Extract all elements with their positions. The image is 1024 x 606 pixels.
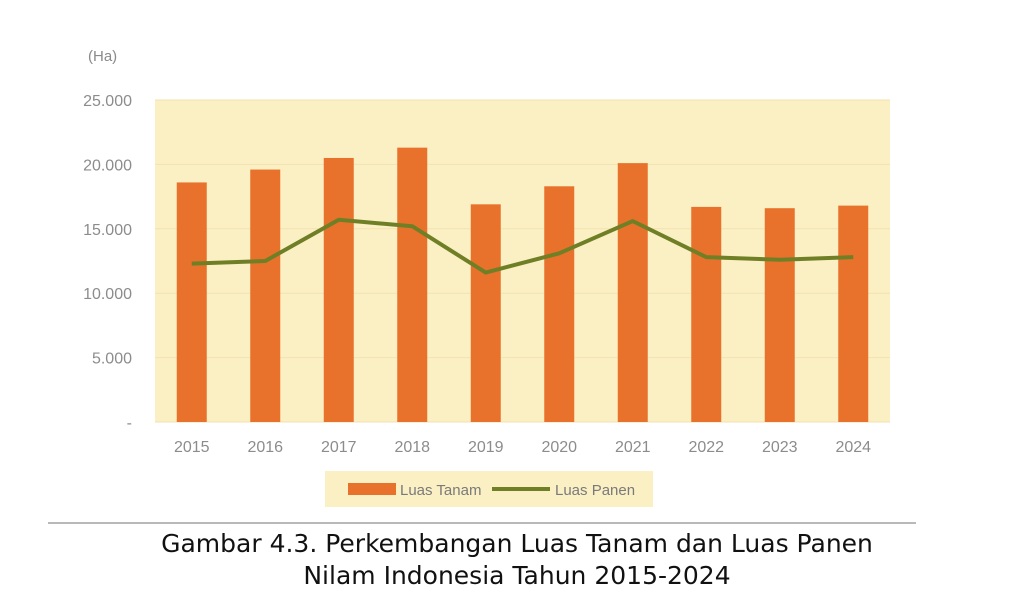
figure-caption: Gambar 4.3. Perkembangan Luas Tanam dan … [0, 528, 1024, 592]
legend: Luas Tanam Luas Panen [325, 471, 653, 507]
x-tick-label: 2024 [835, 439, 871, 456]
caption-divider [48, 522, 916, 524]
x-axis-ticks: 2015 2016 2017 2018 2019 2020 2021 2022 2023 2024 [174, 439, 871, 456]
legend-label-luas-panen: Luas Panen [555, 482, 635, 499]
caption-line-1: Gambar 4.3. Perkembangan Luas Tanam dan … [161, 529, 873, 558]
x-tick-label: 2018 [394, 439, 430, 456]
bar-luas-tanam-2020 [544, 186, 575, 422]
bar-luas-tanam-2019 [470, 204, 501, 422]
bar-luas-tanam-2023 [764, 208, 795, 422]
y-tick-label: 15.000 [83, 222, 132, 239]
x-tick-label: 2016 [247, 439, 283, 456]
caption-line-2: Nilam Indonesia Tahun 2015-2024 [303, 561, 731, 590]
bar-luas-tanam-2021 [617, 163, 648, 422]
bar-luas-tanam-2015 [176, 182, 207, 422]
x-tick-label: 2019 [468, 439, 504, 456]
x-tick-label: 2023 [762, 439, 798, 456]
bar-luas-tanam-2022 [691, 206, 722, 422]
x-tick-label: 2020 [541, 439, 577, 456]
bar-luas-tanam-2018 [397, 147, 428, 422]
y-axis-unit-label: (Ha) [88, 48, 118, 65]
legend-label-luas-tanam: Luas Tanam [400, 482, 481, 499]
y-tick-label: - [127, 415, 132, 432]
y-axis-ticks: - 5.000 10.000 15.000 20.000 25.000 [83, 93, 132, 432]
bar-series-luas-tanam [176, 147, 869, 422]
line-series-luas-panen [191, 217, 854, 275]
y-tick-label: 20.000 [83, 157, 132, 174]
bar-luas-tanam-2016 [250, 169, 281, 422]
legend-swatch-luas-tanam [348, 483, 396, 495]
y-tick-label: 10.000 [83, 286, 132, 303]
bar-luas-tanam-2024 [838, 205, 869, 422]
x-tick-label: 2015 [174, 439, 210, 456]
bar-luas-tanam-2017 [323, 157, 354, 422]
y-tick-label: 25.000 [83, 93, 132, 110]
x-tick-label: 2021 [615, 439, 651, 456]
x-tick-label: 2017 [321, 439, 357, 456]
y-tick-label: 5.000 [92, 351, 132, 368]
x-tick-label: 2022 [688, 439, 724, 456]
